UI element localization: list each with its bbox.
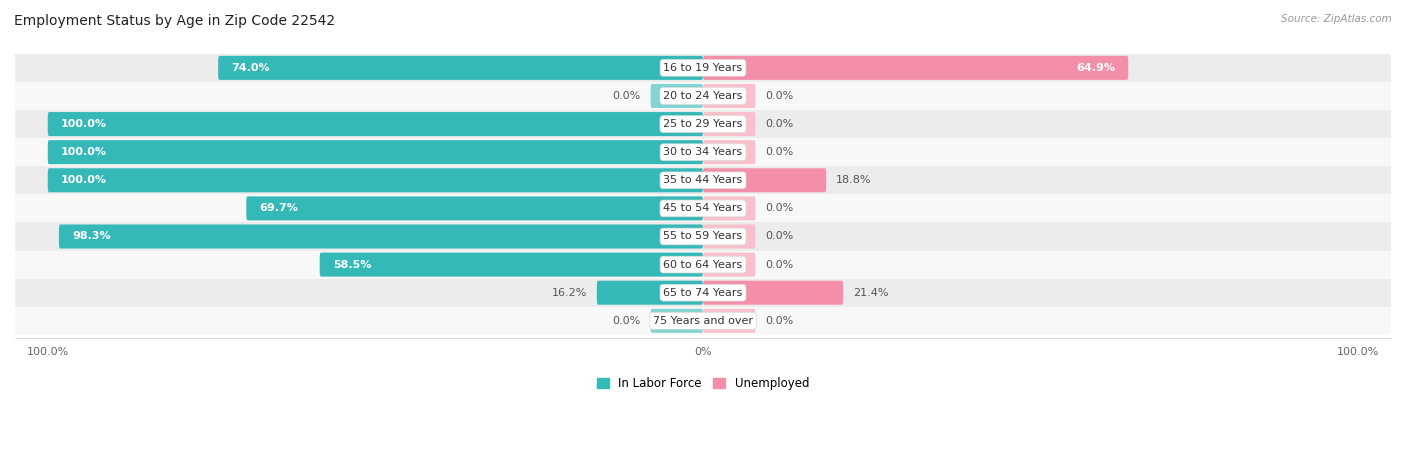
- FancyBboxPatch shape: [703, 140, 755, 164]
- Bar: [15, 138, 1391, 166]
- FancyBboxPatch shape: [48, 168, 703, 192]
- Text: 16.2%: 16.2%: [551, 288, 588, 298]
- Text: 100.0%: 100.0%: [60, 176, 107, 185]
- Bar: [15, 194, 1391, 222]
- FancyBboxPatch shape: [703, 309, 755, 333]
- Text: 58.5%: 58.5%: [333, 260, 371, 270]
- FancyBboxPatch shape: [651, 84, 703, 108]
- Text: 65 to 74 Years: 65 to 74 Years: [664, 288, 742, 298]
- FancyBboxPatch shape: [703, 168, 827, 192]
- Text: 25 to 29 Years: 25 to 29 Years: [664, 119, 742, 129]
- Text: 75 Years and over: 75 Years and over: [652, 316, 754, 326]
- Text: 60 to 64 Years: 60 to 64 Years: [664, 260, 742, 270]
- FancyBboxPatch shape: [246, 196, 703, 220]
- FancyBboxPatch shape: [218, 56, 703, 80]
- FancyBboxPatch shape: [703, 56, 1128, 80]
- FancyBboxPatch shape: [48, 140, 703, 164]
- Bar: [15, 251, 1391, 279]
- Text: 0.0%: 0.0%: [613, 91, 641, 101]
- Bar: [15, 279, 1391, 307]
- Text: 74.0%: 74.0%: [231, 63, 270, 73]
- Text: Employment Status by Age in Zip Code 22542: Employment Status by Age in Zip Code 225…: [14, 14, 335, 27]
- Bar: [15, 54, 1391, 82]
- Text: 100.0%: 100.0%: [60, 147, 107, 157]
- Bar: [15, 166, 1391, 194]
- FancyBboxPatch shape: [703, 112, 755, 136]
- Text: 0.0%: 0.0%: [765, 316, 793, 326]
- Bar: [15, 110, 1391, 138]
- Text: 0.0%: 0.0%: [765, 147, 793, 157]
- Text: 21.4%: 21.4%: [853, 288, 889, 298]
- Text: 35 to 44 Years: 35 to 44 Years: [664, 176, 742, 185]
- FancyBboxPatch shape: [59, 225, 703, 248]
- Text: 0.0%: 0.0%: [765, 91, 793, 101]
- Text: 64.9%: 64.9%: [1076, 63, 1115, 73]
- FancyBboxPatch shape: [651, 309, 703, 333]
- Text: 18.8%: 18.8%: [837, 176, 872, 185]
- FancyBboxPatch shape: [703, 196, 755, 220]
- Text: Source: ZipAtlas.com: Source: ZipAtlas.com: [1281, 14, 1392, 23]
- Text: 16 to 19 Years: 16 to 19 Years: [664, 63, 742, 73]
- FancyBboxPatch shape: [703, 225, 755, 248]
- Text: 30 to 34 Years: 30 to 34 Years: [664, 147, 742, 157]
- FancyBboxPatch shape: [703, 281, 844, 305]
- Text: 55 to 59 Years: 55 to 59 Years: [664, 231, 742, 242]
- Text: 20 to 24 Years: 20 to 24 Years: [664, 91, 742, 101]
- Text: 45 to 54 Years: 45 to 54 Years: [664, 203, 742, 213]
- FancyBboxPatch shape: [319, 252, 703, 277]
- Legend: In Labor Force, Unemployed: In Labor Force, Unemployed: [592, 373, 814, 395]
- FancyBboxPatch shape: [48, 112, 703, 136]
- Text: 0.0%: 0.0%: [765, 203, 793, 213]
- Text: 0.0%: 0.0%: [765, 231, 793, 242]
- FancyBboxPatch shape: [598, 281, 703, 305]
- FancyBboxPatch shape: [703, 252, 755, 277]
- Text: 0.0%: 0.0%: [765, 119, 793, 129]
- Text: 0.0%: 0.0%: [613, 316, 641, 326]
- Text: 0.0%: 0.0%: [765, 260, 793, 270]
- Bar: [15, 82, 1391, 110]
- FancyBboxPatch shape: [703, 84, 755, 108]
- Text: 100.0%: 100.0%: [60, 119, 107, 129]
- Text: 69.7%: 69.7%: [259, 203, 298, 213]
- Bar: [15, 307, 1391, 335]
- Text: 98.3%: 98.3%: [72, 231, 111, 242]
- Bar: [15, 222, 1391, 251]
